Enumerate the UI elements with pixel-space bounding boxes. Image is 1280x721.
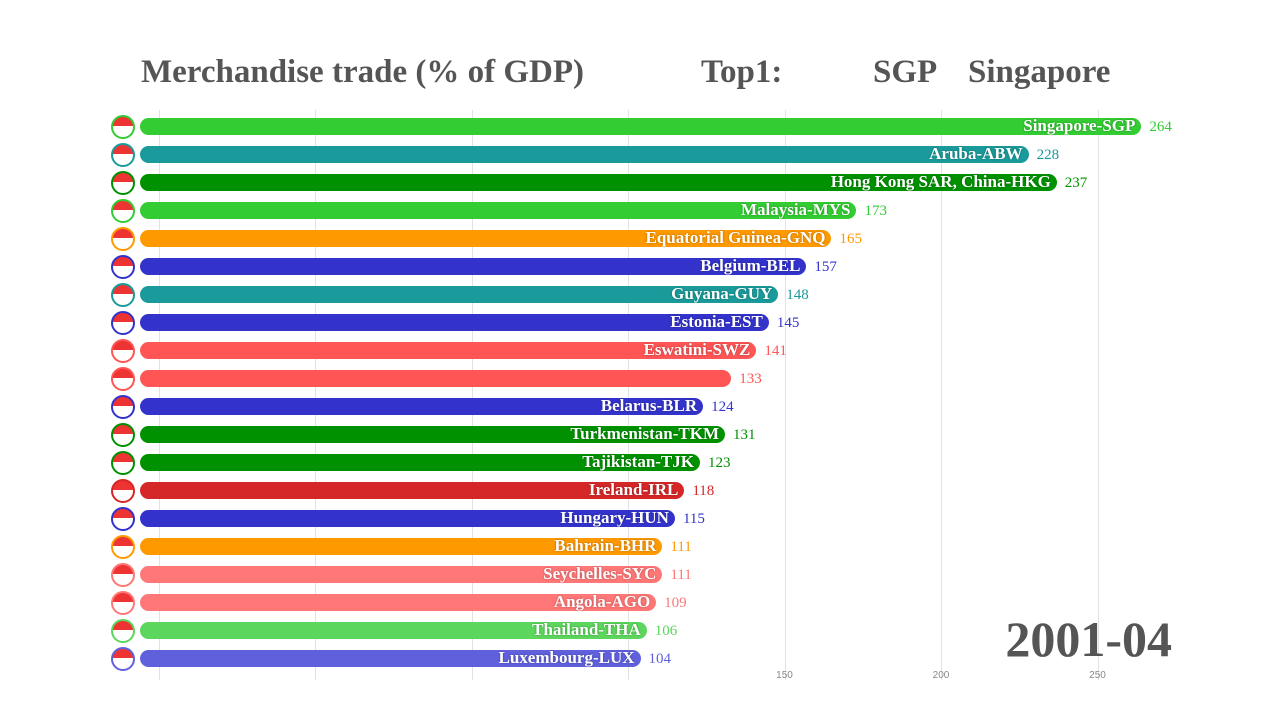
bar [140, 286, 779, 303]
flag-icon [111, 311, 135, 335]
value-label: 106 [654, 623, 678, 639]
x-tick-label: 200 [932, 670, 950, 681]
gridline [628, 110, 629, 680]
value-label: 145 [776, 315, 800, 331]
bar-label: Guyana-GUY [671, 284, 773, 303]
bar-label: Malaysia-MYS [740, 200, 851, 219]
value-label: 165 [839, 231, 862, 247]
flag-icon [111, 199, 135, 223]
flag-icon [111, 591, 135, 615]
flag-icon [111, 647, 135, 671]
bar [140, 230, 832, 247]
flag-icon [111, 619, 135, 643]
bar [140, 650, 641, 667]
gridline [158, 110, 160, 680]
gridline [471, 110, 473, 680]
bar [140, 594, 657, 611]
bar-label: Tajikistan-TJK [582, 452, 694, 471]
value-label: 111 [670, 567, 692, 583]
flag-icon [111, 535, 135, 559]
flag-icon [111, 171, 135, 195]
gridline [1097, 110, 1099, 680]
top-label: Top1: [701, 54, 783, 90]
bar-label: Angola-AGO [553, 592, 651, 611]
bar [140, 370, 732, 387]
bar-label: Hungary-HUN [560, 508, 669, 527]
value-label: 118 [692, 483, 715, 499]
flag-icon [111, 255, 135, 279]
bar [140, 454, 700, 471]
value-label: 123 [707, 455, 731, 471]
bar-label: Thailand-THA [532, 620, 641, 639]
bar [140, 538, 663, 555]
value-label: 264 [1149, 119, 1172, 135]
bar-label: Seychelles-SYC [543, 564, 657, 583]
bar [140, 314, 769, 331]
bar-label: Ireland-IRL [588, 480, 679, 499]
bar-label: Hong Kong SAR, China-HKG [830, 172, 1051, 191]
bar-label: Aruba-ABW [929, 144, 1023, 163]
value-label: 157 [814, 259, 837, 275]
bar-label: Bahrain-BHR [554, 536, 657, 555]
chart-title: Merchandise trade (% of GDP) [141, 54, 584, 90]
bottom-margin [0, 681, 1280, 721]
bar-label: Equatorial Guinea-GNQ [645, 228, 826, 247]
bar [140, 146, 1029, 163]
flag-icon [111, 339, 135, 363]
flag-icon [111, 395, 135, 419]
gridline [941, 110, 942, 680]
value-label: 133 [739, 371, 762, 387]
bar [140, 426, 726, 443]
flag-icon [111, 227, 135, 251]
value-label: 237 [1064, 175, 1088, 191]
bar-label: Singapore-SGP [1023, 116, 1136, 135]
flag-icon [111, 115, 135, 139]
bar [140, 202, 857, 219]
value-label: 109 [664, 595, 687, 611]
bar-label: Belarus-BLR [600, 396, 698, 415]
value-label: 131 [733, 427, 756, 443]
bar [140, 258, 807, 275]
bar [140, 174, 1057, 191]
bar [140, 510, 675, 527]
top-code: SGP [873, 54, 938, 90]
bar-label: Turkmenistan-TKM [570, 424, 720, 443]
value-label: 104 [648, 651, 672, 667]
flag-icon [111, 479, 135, 503]
value-label: 148 [786, 287, 809, 303]
flag-icon [111, 451, 135, 475]
flag-icon [111, 143, 135, 167]
bar [140, 622, 647, 639]
bar [140, 118, 1142, 135]
value-label: 124 [711, 399, 734, 415]
bar [140, 566, 663, 583]
flag-icon [111, 563, 135, 587]
bar-label: Eswatini-SWZ [643, 340, 751, 359]
value-label: 228 [1036, 147, 1060, 163]
x-tick-label: 250 [1089, 670, 1106, 681]
bar-label: Estonia-EST [670, 312, 763, 331]
x-tick-label: 150 [776, 670, 793, 681]
top-name: Singapore [968, 54, 1111, 90]
flag-icon [111, 507, 135, 531]
value-label: 115 [682, 511, 705, 527]
value-label: 111 [670, 539, 692, 555]
flag-icon [111, 283, 135, 307]
flag-icon [111, 423, 135, 447]
value-label: 173 [864, 203, 887, 219]
gridline [315, 110, 316, 680]
date-label: 2001-04 [1005, 611, 1172, 667]
bar [140, 482, 685, 499]
gridline [784, 110, 786, 680]
bar-label: Belgium-BEL [700, 256, 801, 275]
bar-label: Luxembourg-LUX [498, 648, 635, 667]
value-label: 141 [764, 343, 787, 359]
bar [140, 398, 704, 415]
bar [140, 342, 757, 359]
flag-icon [111, 367, 135, 391]
